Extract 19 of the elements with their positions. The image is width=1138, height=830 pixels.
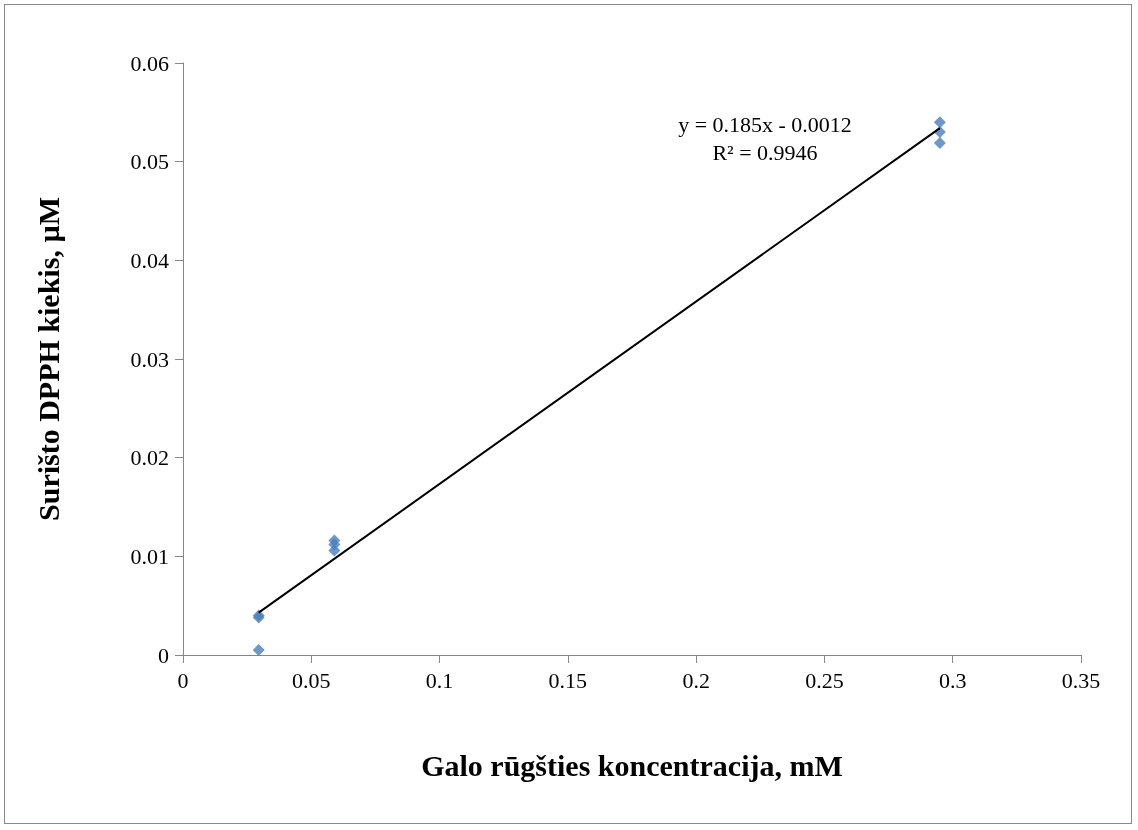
y-tick-label: 0.05 — [130, 149, 169, 175]
y-tick-label: 0.04 — [130, 247, 169, 273]
x-tick-label: 0.35 — [1061, 667, 1101, 693]
x-tick-label: 0.15 — [548, 667, 588, 693]
annotation: R² = 0.9946 — [712, 139, 818, 165]
y-tick-label: 0.01 — [130, 543, 169, 569]
x-tick-label: 0 — [177, 667, 189, 693]
annotation: y = 0.185x - 0.0012 — [678, 111, 852, 137]
y-tick-label: 0.06 — [130, 50, 169, 76]
x-tick-label: 0.05 — [292, 667, 331, 693]
y-tick-label: 0 — [158, 642, 169, 668]
y-tick-label: 0.02 — [130, 445, 169, 471]
x-axis-title: Galo rūgšties koncentracija, mM — [421, 748, 843, 782]
x-tick-label: 0.25 — [805, 667, 844, 693]
x-tick-label: 0.1 — [425, 667, 454, 693]
y-axis-title: Surišto DPPH kiekis, µM — [31, 197, 65, 521]
x-tick-label: 0.2 — [682, 667, 710, 693]
y-tick-label: 0.03 — [130, 346, 169, 372]
x-tick-label: 0.3 — [938, 667, 967, 693]
